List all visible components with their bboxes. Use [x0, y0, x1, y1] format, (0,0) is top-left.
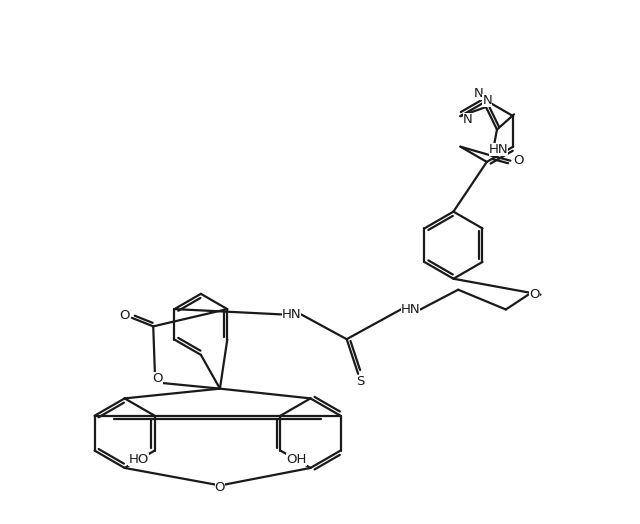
Text: N: N: [483, 94, 492, 107]
Text: N: N: [463, 113, 472, 126]
Text: N: N: [474, 87, 484, 100]
Text: O: O: [214, 481, 225, 494]
Text: HO: HO: [128, 453, 148, 466]
Text: S: S: [356, 375, 365, 388]
Text: HN: HN: [401, 303, 420, 316]
Text: O: O: [153, 372, 163, 385]
Text: O: O: [529, 288, 540, 301]
Text: HN: HN: [489, 143, 508, 156]
Text: O: O: [119, 309, 130, 322]
Text: OH: OH: [287, 453, 307, 466]
Text: O: O: [514, 154, 524, 167]
Text: HN: HN: [282, 308, 301, 321]
